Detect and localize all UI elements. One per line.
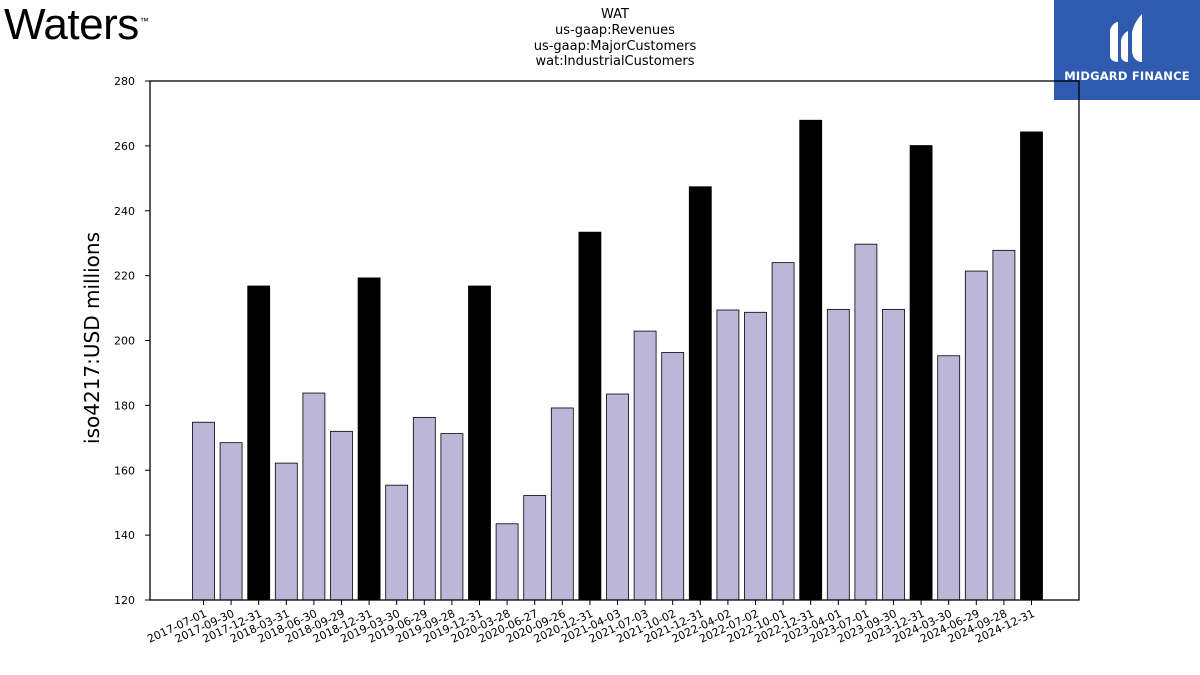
chart-bar (964, 270, 988, 601)
chart-bar (1020, 131, 1043, 601)
y-tick-label: 120 (114, 594, 135, 607)
y-tick-label: 260 (114, 140, 135, 153)
chart-bar (661, 352, 685, 601)
midgard-logo-icon (1110, 14, 1142, 62)
chart-title-line: WAT (601, 7, 629, 22)
chart-bar (771, 262, 795, 601)
y-tick-label: 160 (114, 464, 135, 477)
chart-bar (882, 308, 905, 601)
chart-bar (826, 308, 850, 601)
chart-bar (495, 523, 519, 601)
chart-bar (633, 330, 657, 601)
y-axis-label: iso4217:USD millions (80, 232, 104, 444)
chart-bar (523, 495, 547, 601)
chart-bar (992, 249, 1016, 601)
chart-bar (744, 311, 767, 601)
chart-bar (302, 392, 326, 601)
chart-title-line: wat:IndustrialCustomers (535, 54, 695, 70)
x-axis: 2017-07-012017-09-302017-12-312018-03-31… (145, 600, 1037, 646)
y-tick-label: 140 (114, 529, 135, 542)
partner-name: MIDGARD FINANCE (1064, 69, 1190, 83)
chart-bar (606, 393, 629, 601)
plot-frame (149, 80, 1080, 601)
brand-name: Waters (4, 0, 139, 49)
chart-bar (192, 421, 215, 601)
bars-group (192, 119, 1043, 601)
chart-title: WAT us-gaap:Revenues us-gaap:MajorCustom… (465, 7, 765, 70)
y-tick-label: 200 (114, 335, 135, 348)
chart-bar (909, 145, 933, 601)
chart-title-line: us-gaap:MajorCustomers (533, 38, 697, 54)
chart-bar (468, 285, 491, 601)
chart-bar (799, 119, 823, 601)
y-tick-label: 240 (114, 205, 135, 218)
chart-bar (274, 462, 298, 601)
chart-bar (688, 186, 712, 601)
chart-bar (440, 433, 464, 601)
y-axis: 120 140 160 180 200 220 240 260 280 (114, 75, 150, 607)
chart-title-line: us-gaap:Revenues (555, 22, 675, 38)
chart-bar (550, 407, 574, 601)
y-tick-label: 180 (114, 399, 135, 412)
chart-bar (357, 277, 381, 601)
y-tick-label: 220 (114, 270, 135, 283)
chart-bar (385, 484, 409, 601)
midgard-finance-badge: MIDGARD FINANCE (1054, 0, 1200, 100)
chart-bar (937, 355, 961, 601)
chart-bar (716, 309, 740, 601)
chart-bar (219, 442, 243, 601)
chart-bar (330, 430, 353, 601)
chart-bar (854, 243, 878, 601)
y-tick-label: 280 (114, 75, 135, 88)
waters-logo: Waters ™ (4, 0, 149, 50)
chart-bar (578, 231, 602, 601)
chart-bar (247, 285, 271, 601)
chart-bar (412, 416, 436, 601)
trademark-symbol: ™ (139, 16, 149, 26)
